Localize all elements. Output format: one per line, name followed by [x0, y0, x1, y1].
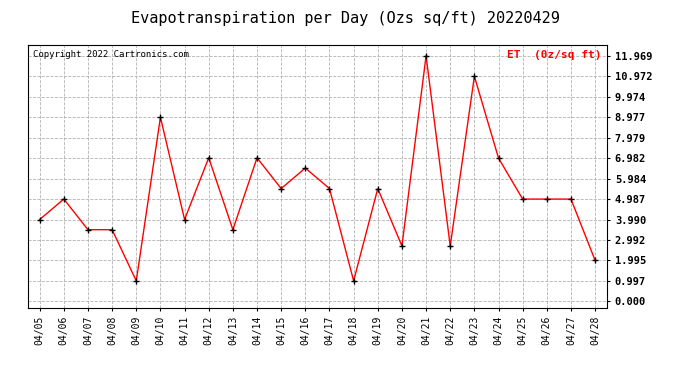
Text: ET  (0z/sq ft): ET (0z/sq ft) — [507, 50, 602, 60]
Text: Copyright 2022 Cartronics.com: Copyright 2022 Cartronics.com — [33, 50, 189, 59]
Text: Evapotranspiration per Day (Ozs sq/ft) 20220429: Evapotranspiration per Day (Ozs sq/ft) 2… — [130, 11, 560, 26]
